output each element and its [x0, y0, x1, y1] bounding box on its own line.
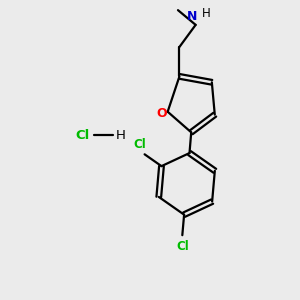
- Text: Cl: Cl: [75, 129, 89, 142]
- Text: N: N: [187, 11, 197, 23]
- Text: O: O: [156, 107, 166, 120]
- Text: H: H: [202, 8, 210, 20]
- Text: Cl: Cl: [176, 241, 189, 254]
- Text: H: H: [116, 129, 125, 142]
- Text: Cl: Cl: [133, 138, 146, 151]
